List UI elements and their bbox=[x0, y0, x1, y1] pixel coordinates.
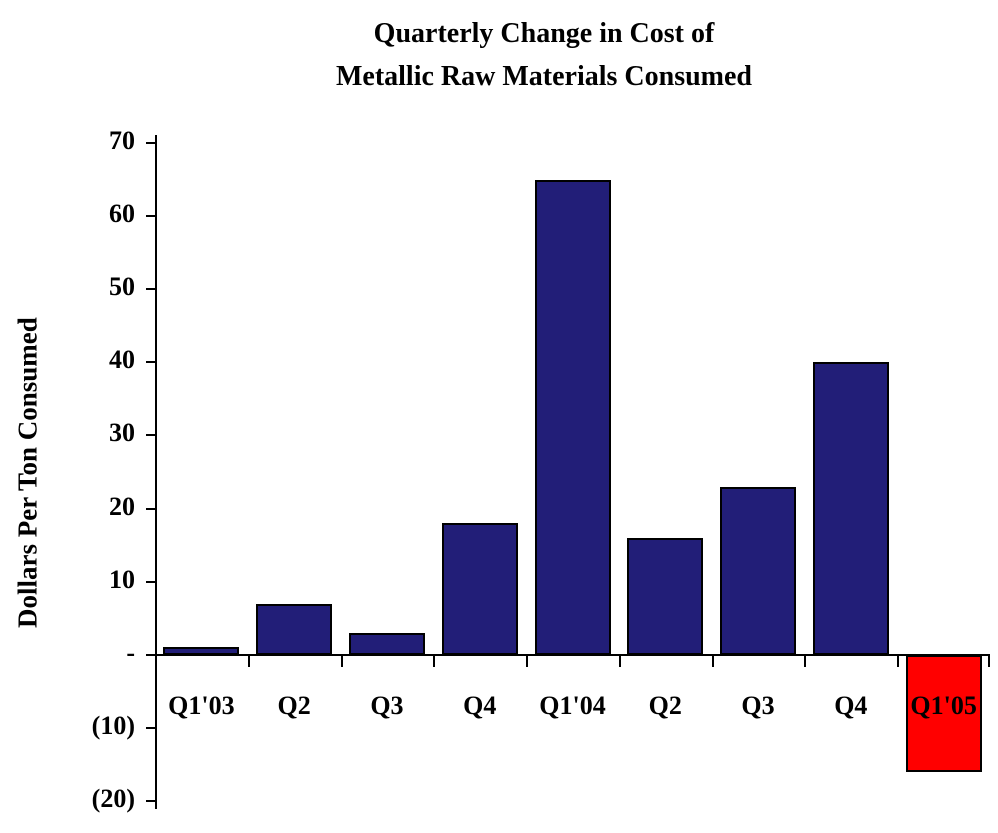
chart-title: Quarterly Change in Cost of Metallic Raw… bbox=[90, 12, 998, 99]
x-axis-category-label: Q1'05 bbox=[910, 690, 977, 720]
y-axis-tick-mark bbox=[146, 288, 156, 291]
x-axis-category-label: Q2 bbox=[648, 690, 682, 720]
chart-title-line-1: Quarterly Change in Cost of bbox=[373, 18, 715, 49]
chart-title-line-2: Metallic Raw Materials Consumed bbox=[335, 61, 753, 93]
y-axis-title: Dollars Per Ton Consumed bbox=[12, 317, 43, 629]
bar-Q104 bbox=[535, 179, 611, 655]
bar-Q2 bbox=[627, 537, 703, 655]
x-axis-tick-mark bbox=[155, 654, 157, 667]
bar-Q103 bbox=[163, 647, 239, 655]
y-axis-tick-label: (10) bbox=[91, 710, 135, 740]
x-axis-tick-mark bbox=[712, 654, 714, 667]
y-axis-line bbox=[155, 135, 157, 809]
x-axis-tick-mark bbox=[619, 654, 621, 667]
y-axis-tick-mark bbox=[146, 580, 156, 583]
x-axis-tick-mark bbox=[433, 654, 435, 667]
y-axis-tick-mark bbox=[146, 653, 156, 656]
x-axis-category-label: Q3 bbox=[370, 690, 404, 720]
x-axis-category-label: Q3 bbox=[741, 690, 775, 720]
y-axis-tick-label: 10 bbox=[109, 564, 135, 594]
x-axis-category-label: Q1'04 bbox=[539, 690, 606, 720]
y-axis-tick-label: (20) bbox=[91, 784, 135, 813]
bar-Q4 bbox=[442, 523, 518, 655]
x-axis-tick-mark bbox=[988, 654, 990, 667]
y-axis-tick-label: 50 bbox=[109, 272, 135, 302]
y-axis-tick-mark bbox=[146, 434, 156, 437]
y-axis-tick-mark bbox=[146, 142, 156, 144]
x-axis-tick-mark bbox=[804, 654, 806, 667]
y-axis-tick-mark bbox=[146, 215, 156, 218]
x-axis-category-label: Q1'03 bbox=[168, 690, 235, 720]
plot-area: Q1'03 Q2 Q3 Q4 Q1'04 Q2 Q3 Q4 Q1'05 bbox=[155, 143, 990, 801]
y-axis-tick-mark bbox=[146, 726, 156, 729]
y-axis-tick-label: 60 bbox=[109, 199, 135, 229]
x-axis-category-label: Q4 bbox=[834, 690, 868, 720]
bar-Q4 bbox=[813, 362, 889, 655]
y-axis-tick-mark bbox=[146, 361, 156, 364]
x-axis-category-label: Q2 bbox=[277, 690, 311, 720]
y-axis-tick-label: - bbox=[126, 637, 135, 667]
x-axis-tick-mark bbox=[341, 654, 343, 667]
x-axis-zero-line bbox=[155, 653, 990, 656]
y-axis-tick-mark bbox=[146, 800, 156, 802]
bar-Q3 bbox=[349, 632, 425, 655]
bar-Q2 bbox=[256, 603, 332, 655]
bar-Q3 bbox=[720, 486, 796, 655]
bar-Q105 bbox=[906, 654, 982, 772]
x-axis-tick-mark bbox=[248, 654, 250, 667]
y-axis-tick-label: 70 bbox=[109, 126, 135, 155]
y-axis-tick-label: 20 bbox=[109, 491, 135, 521]
x-axis-category-label: Q4 bbox=[463, 690, 497, 720]
y-axis-tick-mark bbox=[146, 507, 156, 510]
x-axis-tick-mark bbox=[526, 654, 528, 667]
y-axis-tick-label: 40 bbox=[109, 345, 135, 375]
x-axis-tick-mark bbox=[897, 654, 899, 667]
y-axis-tick-label: 30 bbox=[109, 418, 135, 448]
